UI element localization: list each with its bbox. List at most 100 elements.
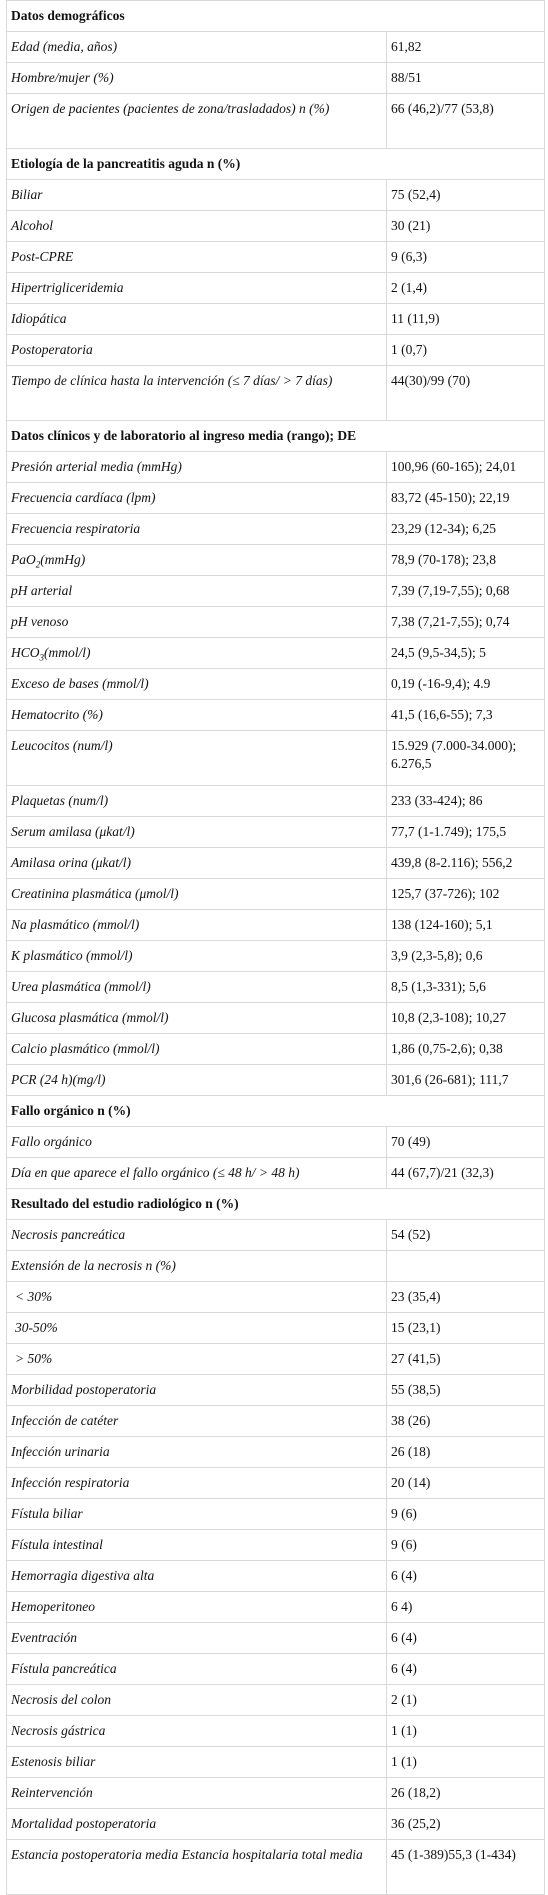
row-label: Plaquetas (num/l) (6, 785, 387, 817)
row-label: < 30% (6, 1281, 387, 1313)
table-row: > 50% 27 (41,5) (6, 1343, 546, 1375)
row-label: Exceso de bases (mmol/l) (6, 668, 387, 700)
row-label: HCO3(mmol/l) (6, 637, 387, 669)
row-label: Tiempo de clínica hasta la intervención … (6, 365, 387, 421)
row-label: Necrosis del colon (6, 1684, 387, 1716)
row-value: 11 (11,9) (385, 303, 546, 335)
table-row: Infección urinaria 26 (18) (6, 1436, 546, 1468)
row-value: 6 (4) (385, 1653, 546, 1685)
row-label-text: HCO (11, 645, 40, 660)
table-row: HCO3(mmol/l) 24,5 (9,5-34,5); 5 (6, 637, 546, 669)
table-row: Presión arterial media (mmHg) 100,96 (60-… (6, 451, 546, 483)
table-row: Leucocitos (num/l) 15.929 (7.000-34.000);… (6, 730, 546, 786)
row-label: Hombre/mujer (%) (6, 62, 387, 94)
row-label: Edad (media, años) (6, 31, 387, 63)
row-label: Biliar (6, 179, 387, 211)
row-value: 61,82 (385, 31, 546, 63)
row-label: K plasmático (mmol/l) (6, 940, 387, 972)
row-value: 66 (46,2)/77 (53,8) (385, 93, 546, 149)
table-row: Hemorragia digestiva alta 6 (4) (6, 1560, 546, 1592)
table-body: Datos demográficos Edad (media, años) 61,8… (5, 0, 546, 1895)
row-value: 41,5 (16,6-55); 7,3 (385, 699, 546, 731)
row-label: Presión arterial media (mmHg) (6, 451, 387, 483)
table-row: Urea plasmática (mmol/l) 8,5 (1,3-331); 5… (6, 971, 546, 1003)
row-label: Infección urinaria (6, 1436, 387, 1468)
row-label: Necrosis pancreática (6, 1219, 387, 1251)
section-header-row: Etiología de la pancreatitis aguda n (%) (5, 148, 546, 180)
row-label: Día en que aparece el fallo orgánico (≤ … (6, 1157, 387, 1189)
table-row: Reintervención 26 (18,2) (6, 1777, 546, 1809)
row-label-subscript: 3 (39, 652, 45, 663)
table-row: Idiopática 11 (11,9) (6, 303, 546, 335)
row-label: Origen de pacientes (pacientes de zona/t… (6, 93, 387, 149)
table-row: Fístula pancreática 6 (4) (6, 1653, 546, 1685)
row-label: > 50% (6, 1343, 387, 1375)
table-row: Fístula biliar 9 (6) (6, 1498, 546, 1530)
row-value: 1 (1) (385, 1715, 546, 1747)
row-label: Hematocrito (%) (6, 699, 387, 731)
section-header: Resultado del estudio radiológico n (%) (5, 1188, 546, 1220)
row-value: 100,96 (60-165); 24,01 (385, 451, 546, 483)
row-label-subscript: 2 (35, 559, 41, 570)
table-row: Necrosis pancreática 54 (52) (6, 1219, 546, 1251)
row-label: Calcio plasmático (mmol/l) (6, 1033, 387, 1065)
row-value: 77,7 (1-1.749); 175,5 (385, 816, 546, 848)
row-label: Infección de catéter (6, 1405, 387, 1437)
table-row: PaO2(mmHg) 78,9 (70-178); 23,8 (6, 544, 546, 576)
clinical-data-table: Datos demográficos Edad (media, años) 61,8… (5, 0, 546, 1895)
table-row: Serum amilasa (μkat/l) 77,7 (1-1.749); 17… (6, 816, 546, 848)
row-value: 3,9 (2,3-5,8); 0,6 (385, 940, 546, 972)
table-row: pH arterial 7,39 (7,19-7,55); 0,68 (6, 575, 546, 607)
section-header: Fallo orgánico n (%) (5, 1095, 546, 1127)
table-row: K plasmático (mmol/l) 3,9 (2,3-5,8); 0,6 (6, 940, 546, 972)
table-row: Infección de catéter 38 (26) (6, 1405, 546, 1437)
row-value: 6 (4) (385, 1560, 546, 1592)
row-label: Fístula biliar (6, 1498, 387, 1530)
table-row: Morbilidad postoperatoria 55 (38,5) (6, 1374, 546, 1406)
section-header-row: Datos demográficos (5, 0, 546, 32)
row-label: Necrosis gástrica (6, 1715, 387, 1747)
row-label: Postoperatoria (6, 334, 387, 366)
row-value: 23 (35,4) (385, 1281, 546, 1313)
row-label-unit: (mmol/l) (44, 645, 91, 660)
table-row: Biliar 75 (52,4) (6, 179, 546, 211)
row-label: pH venoso (6, 606, 387, 638)
row-value: 1,86 (0,75-2,6); 0,38 (385, 1033, 546, 1065)
row-label: Morbilidad postoperatoria (6, 1374, 387, 1406)
row-label: Infección respiratoria (6, 1467, 387, 1499)
table-row: Plaquetas (num/l) 233 (33-424); 86 (6, 785, 546, 817)
table-row: Hematocrito (%) 41,5 (16,6-55); 7,3 (6, 699, 546, 731)
row-value: 75 (52,4) (385, 179, 546, 211)
row-label: Mortalidad postoperatoria (6, 1808, 387, 1840)
row-value: 54 (52) (385, 1219, 546, 1251)
row-label: Fístula intestinal (6, 1529, 387, 1561)
row-value: 20 (14) (385, 1467, 546, 1499)
row-value: 44 (67,7)/21 (32,3) (385, 1157, 546, 1189)
table-row: Estancia postoperatoria media Estancia h… (6, 1839, 546, 1895)
table-row: Fístula intestinal 9 (6) (6, 1529, 546, 1561)
row-label: Urea plasmática (mmol/l) (6, 971, 387, 1003)
row-value: 439,8 (8-2.116); 556,2 (385, 847, 546, 879)
table-row: Post-CPRE 9 (6,3) (6, 241, 546, 273)
row-label: Hipertrigliceridemia (6, 272, 387, 304)
row-value: 23,29 (12-34); 6,25 (385, 513, 546, 545)
table-row: Calcio plasmático (mmol/l) 1,86 (0,75-2,6… (6, 1033, 546, 1065)
row-value: 10,8 (2,3-108); 10,27 (385, 1002, 546, 1034)
row-label: Alcohol (6, 210, 387, 242)
row-label: Amilasa orina (μkat/l) (6, 847, 387, 879)
row-label: Creatinina plasmática (μmol/l) (6, 878, 387, 910)
row-label: Frecuencia respiratoria (6, 513, 387, 545)
row-value: 78,9 (70-178); 23,8 (385, 544, 546, 576)
row-label: Fallo orgánico (6, 1126, 387, 1158)
row-label: Hemoperitoneo (6, 1591, 387, 1623)
row-value: 27 (41,5) (385, 1343, 546, 1375)
row-label-unit: (mmHg) (40, 552, 86, 567)
row-label: Estenosis biliar (6, 1746, 387, 1778)
row-value: 70 (49) (385, 1126, 546, 1158)
row-value: 30 (21) (385, 210, 546, 242)
section-header-row: Fallo orgánico n (%) (5, 1095, 546, 1127)
row-value: 2 (1,4) (385, 272, 546, 304)
table-row: Mortalidad postoperatoria 36 (25,2) (6, 1808, 546, 1840)
section-header-row: Resultado del estudio radiológico n (%) (5, 1188, 546, 1220)
row-label: Fístula pancreática (6, 1653, 387, 1685)
